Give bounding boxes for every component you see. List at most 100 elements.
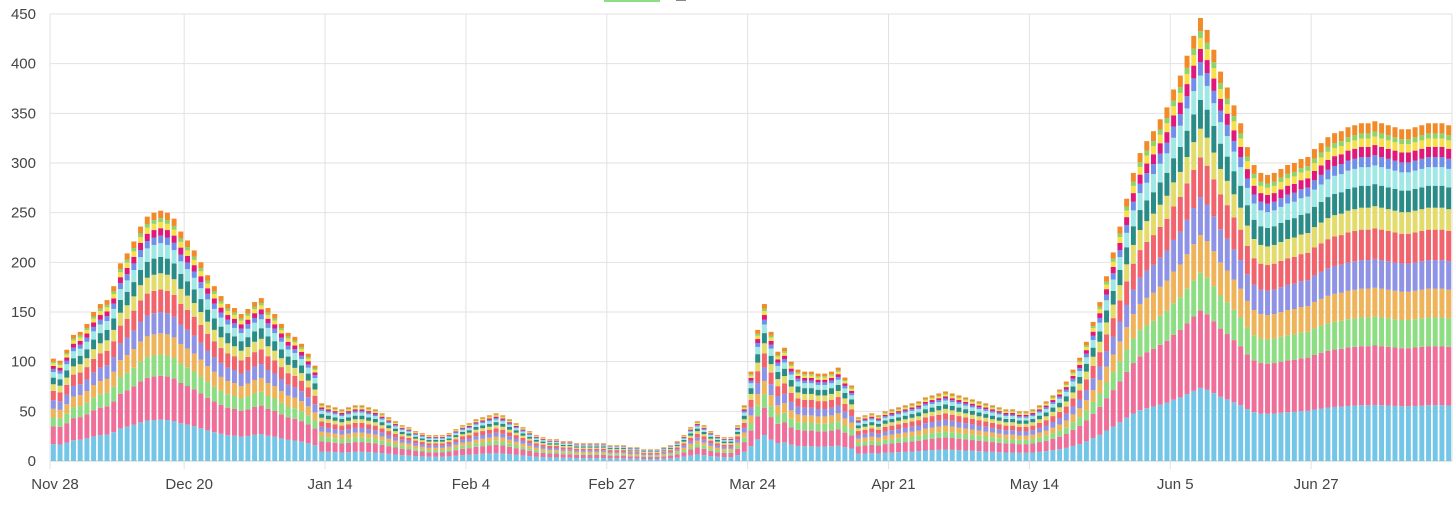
bar-segment xyxy=(594,444,599,445)
bar-segment xyxy=(1413,189,1418,211)
bar-segment xyxy=(346,413,351,415)
bar-segment xyxy=(970,451,975,461)
bar-segment xyxy=(1372,345,1377,404)
bar-segment xyxy=(333,411,338,413)
bar-segment xyxy=(413,434,418,435)
bar-segment xyxy=(178,344,183,364)
bar-segment xyxy=(192,317,197,336)
bar-segment xyxy=(1292,163,1297,172)
bar-segment xyxy=(1218,262,1223,295)
bar-segment xyxy=(1044,431,1049,436)
bar-stack xyxy=(802,372,807,461)
bar-segment xyxy=(239,351,244,361)
bar-segment xyxy=(339,419,344,422)
bar-segment xyxy=(1238,317,1243,346)
bar-segment xyxy=(1225,271,1230,303)
bar-segment xyxy=(266,323,271,328)
bar-segment xyxy=(936,393,941,395)
bar-segment xyxy=(366,414,371,417)
bar-segment xyxy=(588,445,593,446)
bar-segment xyxy=(1245,188,1250,205)
bar-segment xyxy=(775,366,780,372)
bar-segment xyxy=(554,439,559,440)
bar-segment xyxy=(1406,152,1411,162)
bar-segment xyxy=(1185,131,1190,157)
bar-segment xyxy=(333,443,338,452)
bar-segment xyxy=(1446,187,1451,209)
bar-segment xyxy=(1185,289,1190,323)
bar-segment xyxy=(1258,339,1263,363)
bar-segment xyxy=(1091,357,1096,366)
bar-stack xyxy=(232,308,237,461)
bar-segment xyxy=(601,448,606,449)
bar-segment xyxy=(279,324,284,328)
bar-segment xyxy=(507,427,512,430)
bar-segment xyxy=(1419,125,1424,135)
bar-segment xyxy=(977,401,982,403)
bar-segment xyxy=(1171,182,1176,206)
bar-stack xyxy=(1104,276,1109,461)
bar-segment xyxy=(816,424,821,431)
bar-segment xyxy=(1030,415,1035,417)
bar-segment xyxy=(1433,186,1438,208)
bar-segment xyxy=(634,459,639,461)
bar-segment xyxy=(889,426,894,431)
bar-stack xyxy=(400,425,405,461)
bar-segment xyxy=(58,379,63,386)
bar-segment xyxy=(219,434,224,461)
bar-segment xyxy=(883,453,888,461)
bar-segment xyxy=(963,404,968,406)
bar-segment xyxy=(1218,122,1223,143)
bar-segment xyxy=(742,409,747,411)
bar-segment xyxy=(1386,261,1391,290)
bar-segment xyxy=(789,362,794,365)
bar-segment xyxy=(648,456,653,457)
bar-segment xyxy=(279,438,284,461)
bar-segment xyxy=(1158,183,1163,205)
bar-segment xyxy=(708,435,713,437)
bar-segment xyxy=(212,294,217,298)
bar-segment xyxy=(1003,412,1008,413)
bar-segment xyxy=(138,257,143,270)
bar-segment xyxy=(84,391,89,403)
bar-segment xyxy=(923,406,928,409)
bar-segment xyxy=(1191,142,1196,170)
bar-segment xyxy=(373,412,378,413)
bar-segment xyxy=(1164,118,1169,123)
bar-segment xyxy=(326,405,331,407)
bar-stack xyxy=(1372,121,1377,461)
bar-segment xyxy=(916,436,921,441)
bar-segment xyxy=(165,377,170,420)
bar-stack xyxy=(1419,125,1424,461)
bar-segment xyxy=(84,438,89,461)
bar-stack xyxy=(1285,165,1290,461)
bar-segment xyxy=(561,447,566,449)
bar-segment xyxy=(889,412,894,413)
bar-segment xyxy=(1332,194,1337,215)
bar-segment xyxy=(547,439,552,440)
bar-segment xyxy=(534,435,539,436)
bar-segment xyxy=(440,439,445,440)
bar-segment xyxy=(896,424,901,429)
bar-segment xyxy=(1426,138,1431,146)
bar-stack xyxy=(1084,342,1089,461)
bar-segment xyxy=(1446,347,1451,406)
bar-segment xyxy=(1185,394,1190,461)
bar-segment xyxy=(1131,173,1136,182)
bar-segment xyxy=(1352,209,1357,231)
bar-segment xyxy=(1366,208,1371,230)
bar-segment xyxy=(655,456,660,457)
bar-segment xyxy=(252,313,257,318)
bar-segment xyxy=(1392,232,1397,262)
bar-segment xyxy=(816,431,821,446)
bar-segment xyxy=(1265,195,1270,204)
bar-segment xyxy=(742,452,747,461)
bar-segment xyxy=(380,428,385,432)
bar-segment xyxy=(930,395,935,397)
bar-segment xyxy=(1446,125,1451,135)
bar-stack xyxy=(1030,409,1035,461)
bar-segment xyxy=(400,437,405,440)
bar-segment xyxy=(219,327,224,338)
bar-segment xyxy=(326,428,331,433)
bar-segment xyxy=(789,445,794,461)
